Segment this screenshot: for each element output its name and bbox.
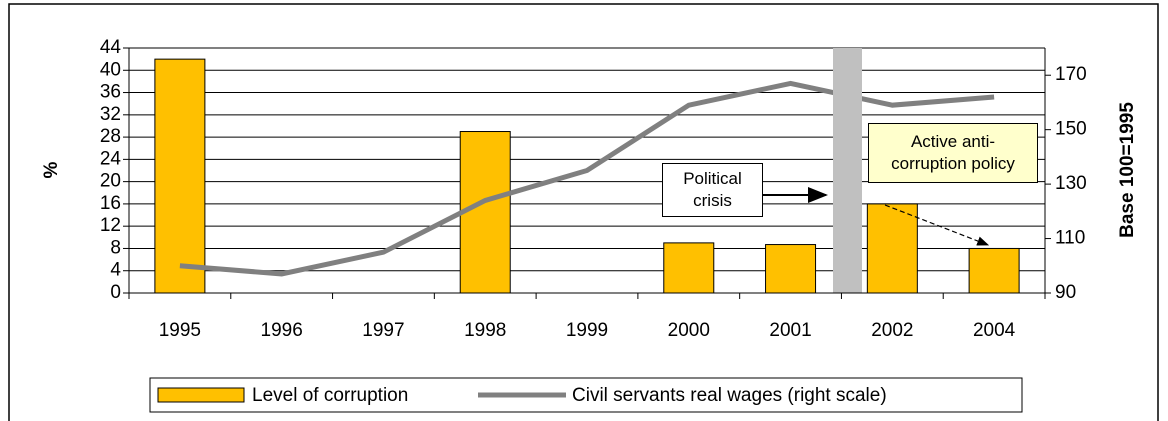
x-tick-label: 2000: [668, 320, 710, 341]
bar: [866, 203, 918, 294]
legend-label: Civil servants real wages (right scale): [572, 385, 887, 406]
x-tick-label: 2004: [973, 320, 1016, 341]
y-tick-label: 4: [110, 260, 121, 281]
annotation: Political crisis: [662, 163, 763, 217]
y2-tick-label: 110: [1055, 228, 1085, 249]
bar: [765, 244, 817, 294]
x-tick-label: 1997: [362, 320, 404, 341]
y2-tick-label: 130: [1055, 173, 1087, 194]
bar: [459, 131, 511, 294]
chart-frame: [8, 3, 1159, 421]
y-tick-label: 12: [100, 215, 121, 236]
x-tick-label: 1995: [159, 320, 201, 341]
y2-axis-label: Base 100=1995: [1117, 102, 1138, 238]
x-tick-label: 1999: [566, 320, 608, 341]
y-tick-label: 20: [100, 171, 121, 192]
legend-swatch: [157, 387, 245, 403]
y-axis-label: %: [41, 161, 62, 178]
annotation-arrow: [884, 204, 990, 246]
x-tick-label: 1998: [464, 320, 506, 341]
y2-tick-label: 150: [1055, 119, 1087, 140]
x-tick-label: 2002: [871, 320, 913, 341]
y-tick-label: 24: [100, 148, 122, 169]
x-tick-label: 1996: [261, 320, 303, 341]
y2-tick-label: 170: [1055, 64, 1087, 85]
bar: [663, 242, 715, 294]
y2-tick-label: 90: [1055, 282, 1076, 303]
x-tick-label: 2001: [769, 320, 811, 341]
bar: [968, 247, 1020, 294]
y-tick-label: 40: [100, 59, 121, 80]
y-tick-label: 8: [110, 237, 121, 258]
legend-box: [149, 377, 1023, 413]
y-tick-label: 16: [100, 193, 121, 214]
event-band: [833, 48, 862, 293]
legend-label: Level of corruption: [252, 385, 408, 406]
y-tick-label: 28: [100, 126, 121, 147]
bar: [154, 58, 206, 294]
annotation: Active anti-corruption policy: [868, 123, 1038, 183]
y-tick-label: 36: [100, 82, 121, 103]
y-tick-label: 44: [100, 37, 122, 58]
y-tick-label: 32: [100, 104, 121, 125]
y-tick-label: 0: [110, 282, 121, 303]
